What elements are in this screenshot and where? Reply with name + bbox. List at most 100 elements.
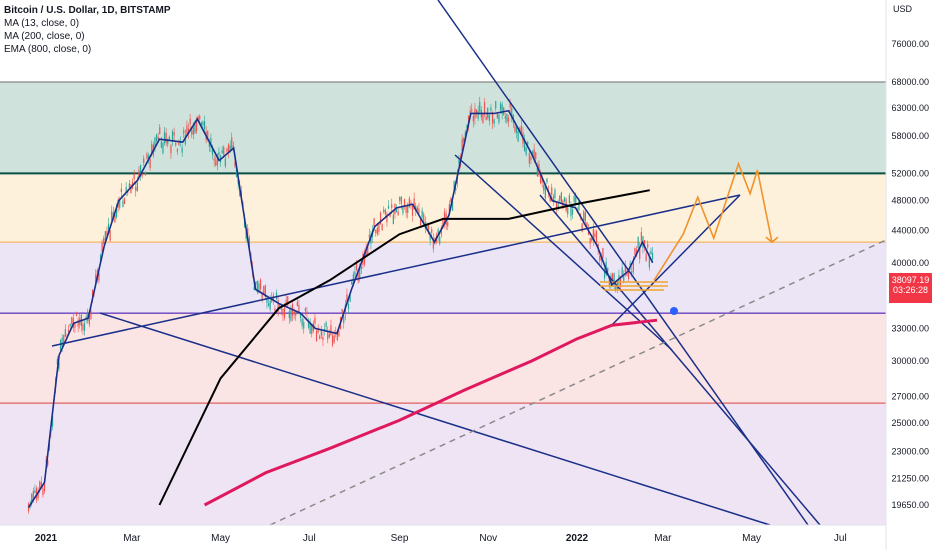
candle-body: [162, 142, 164, 153]
candle-body: [167, 139, 169, 145]
y-tick-label: 63000.00: [891, 103, 929, 113]
candle-body: [226, 148, 228, 152]
candle-body: [567, 207, 569, 215]
y-tick-label: 48000.00: [891, 196, 929, 206]
candle-body: [397, 211, 399, 216]
candle-body: [637, 237, 639, 249]
y-tick-label: 25000.00: [891, 418, 929, 428]
candle-body: [443, 211, 446, 223]
candle-body: [258, 283, 260, 292]
candle-body: [165, 132, 167, 143]
candle-body: [88, 315, 90, 325]
y-tick-label: 27000.00: [891, 392, 929, 402]
candle-body: [367, 246, 369, 256]
candle-body: [181, 147, 183, 153]
candle-body: [368, 234, 370, 238]
candle-body: [123, 198, 126, 205]
candle-body: [200, 122, 202, 126]
candle-body: [355, 263, 358, 271]
candle-body: [376, 227, 378, 235]
candle-body: [511, 108, 513, 118]
candle-body: [128, 183, 130, 188]
candle-body: [403, 199, 406, 206]
candle-body: [213, 158, 215, 161]
candle-body: [378, 223, 380, 232]
candle-body: [247, 228, 249, 239]
candle-body: [285, 299, 287, 305]
candle-body: [536, 167, 538, 177]
y-tick-label: 33000.00: [891, 323, 929, 333]
candle-body: [210, 138, 212, 147]
candle-body: [491, 111, 494, 124]
candle-body: [293, 311, 295, 315]
candle-body: [186, 125, 188, 134]
candle-body: [51, 415, 54, 427]
trendline: [454, 154, 673, 351]
candle-body: [475, 109, 478, 114]
candle-body: [259, 279, 262, 290]
candle-body: [455, 187, 457, 191]
candle-body: [336, 332, 338, 341]
candle-body: [288, 311, 290, 319]
y-tick-label: 76000.00: [891, 39, 929, 49]
x-tick-label: May: [211, 533, 230, 544]
candle-body: [571, 209, 574, 215]
candle-body: [234, 162, 236, 166]
candle-body: [144, 172, 146, 176]
candle-body: [163, 132, 166, 144]
zone-42k-34k: [0, 242, 886, 314]
candle-body: [141, 174, 143, 177]
candle-body: [405, 206, 407, 213]
candle-body: [189, 118, 191, 124]
candle-body: [595, 230, 598, 243]
candle-body: [586, 222, 588, 228]
candle-body: [490, 107, 492, 111]
candle-body: [354, 271, 356, 276]
candle-body: [235, 167, 238, 177]
candle-body: [85, 316, 87, 320]
candle-body: [325, 322, 327, 327]
candle-body: [173, 132, 175, 136]
ema800-line: [203, 318, 658, 507]
candle-body: [320, 330, 322, 336]
candle-body: [43, 482, 46, 492]
candle-body: [274, 308, 276, 311]
candle-body: [75, 313, 78, 317]
candle-body: [229, 145, 231, 152]
candle-body: [439, 236, 441, 244]
candle-body: [453, 180, 455, 189]
candle-body: [311, 324, 313, 334]
candle-body: [315, 330, 318, 342]
candle-body: [613, 273, 615, 285]
candle-body: [535, 152, 537, 159]
candle-body: [592, 229, 594, 241]
candle-body: [555, 202, 558, 210]
candle-body: [155, 134, 158, 141]
candle-body: [171, 131, 174, 141]
candle-body: [519, 127, 521, 132]
candle-body: [151, 144, 153, 155]
candle-body: [282, 309, 284, 316]
current-price-tag: 38097.19 03:26:28: [889, 273, 932, 303]
candle-body: [499, 103, 502, 111]
candle-body: [277, 299, 279, 312]
candle-body: [306, 311, 308, 314]
candle-body: [95, 274, 97, 285]
candle-body: [570, 206, 572, 217]
candle-body: [427, 225, 430, 234]
candle-body: [90, 310, 92, 319]
candle-body: [159, 127, 161, 135]
candle-body: [413, 198, 415, 210]
candle-body: [392, 214, 394, 225]
chart-legend: Bitcoin / U.S. Dollar, 1D, BITSTAMP MA (…: [4, 4, 171, 56]
dashed-trendline: [269, 239, 887, 526]
candle-body: [381, 223, 383, 230]
candle-body: [408, 198, 410, 208]
candle-body: [447, 221, 449, 227]
candle-body: [261, 292, 263, 301]
candle-body: [104, 231, 106, 241]
candle-body: [546, 178, 548, 183]
candle-body: [98, 273, 100, 281]
